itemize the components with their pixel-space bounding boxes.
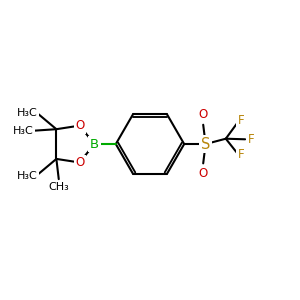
Text: H₃C: H₃C xyxy=(13,126,34,136)
Text: O: O xyxy=(199,108,208,121)
Text: H₃C: H₃C xyxy=(16,108,38,118)
Text: S: S xyxy=(201,136,210,152)
Text: O: O xyxy=(199,167,208,180)
Text: B: B xyxy=(90,138,99,151)
Text: F: F xyxy=(238,148,244,161)
Text: O: O xyxy=(75,119,84,132)
Text: F: F xyxy=(248,133,254,146)
Text: F: F xyxy=(238,114,244,128)
Text: H₃C: H₃C xyxy=(16,171,38,181)
Text: O: O xyxy=(75,156,84,169)
Text: CH₃: CH₃ xyxy=(48,182,69,192)
